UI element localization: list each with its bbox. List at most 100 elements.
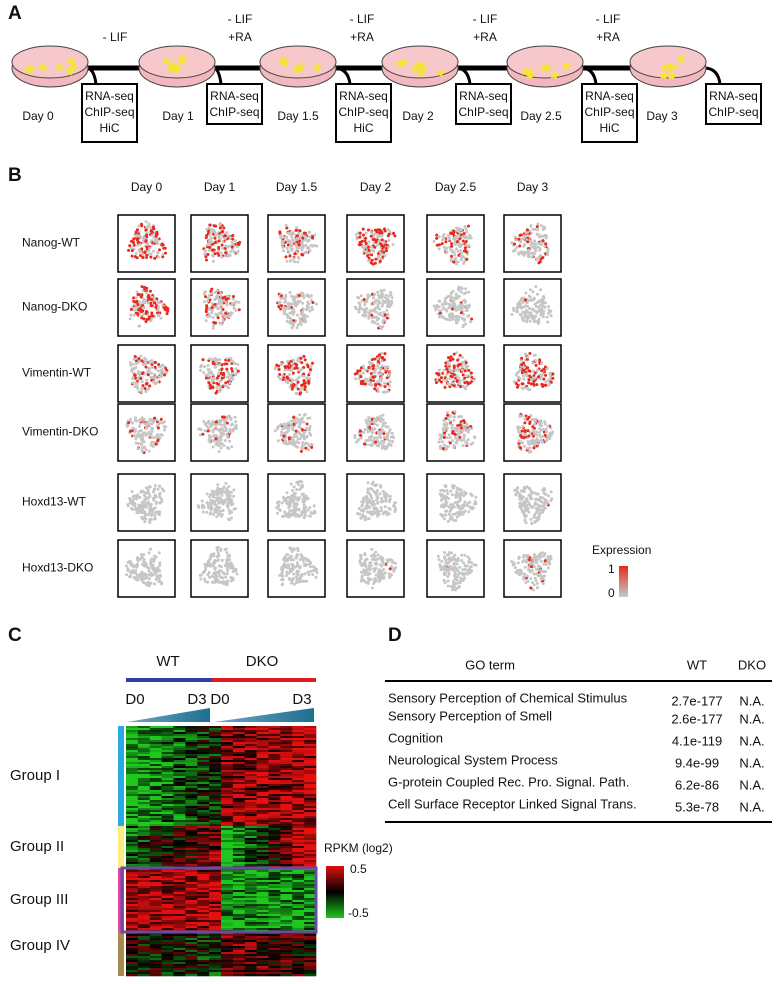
cell-colony [398, 58, 409, 68]
tsne-cell [369, 494, 373, 498]
tsne-cell [152, 569, 156, 573]
tsne-cell [389, 435, 393, 439]
tsne-cell [144, 561, 148, 565]
tsne-cell [373, 292, 377, 296]
treatment-label: - LIF [596, 12, 621, 26]
tsne-cell [234, 420, 238, 424]
tsne-cell [159, 369, 163, 373]
tsne-cell [312, 504, 316, 508]
tsne-cell [302, 372, 306, 376]
tsne-cell [208, 558, 212, 562]
tsne-cell [131, 426, 135, 430]
tsne-cell [299, 356, 303, 360]
tsne-cell [358, 302, 362, 306]
tsne-cell [459, 258, 463, 262]
tsne-cell [210, 377, 214, 381]
tsne-cell [372, 569, 376, 573]
tsne-cell [296, 323, 300, 327]
tsne-cell [228, 356, 232, 360]
tsne-cell [222, 429, 226, 433]
tsne-cell [306, 508, 310, 512]
tsne-cell [383, 421, 387, 425]
tsne-cell [207, 571, 211, 575]
tsne-cell [369, 554, 373, 558]
tsne-cell [294, 429, 298, 433]
tsne-cell [138, 324, 142, 328]
tsne-cell [380, 384, 384, 388]
tsne-cell [310, 308, 314, 312]
tsne-cell [544, 367, 548, 371]
tsne-cell [464, 361, 468, 365]
tsne-cell [216, 251, 220, 255]
tsne-cell [151, 436, 155, 440]
tsne-cell [224, 251, 228, 255]
tsne-cell [285, 442, 289, 446]
tsne-cell [230, 516, 234, 520]
tsne-cell [150, 422, 154, 426]
tsne-cell [140, 380, 144, 384]
tsne-cell [534, 305, 538, 309]
tsne-cell [460, 421, 464, 425]
tsne-cell [526, 429, 530, 433]
tsne-cell [543, 301, 547, 305]
tsne-cell [372, 582, 376, 586]
tsne-cell [462, 426, 466, 430]
tsne-cell [449, 259, 453, 263]
tsne-cell [308, 377, 312, 381]
tsne-cell [227, 499, 231, 503]
tsne-cell [136, 507, 140, 511]
tsne-cell [447, 512, 451, 516]
tsne-cell [142, 317, 146, 321]
tsne-cell [224, 384, 228, 388]
tsne-cell [134, 441, 138, 445]
tsne-cell [523, 430, 527, 434]
row-label: Vimentin-WT [22, 366, 92, 380]
tsne-cell [132, 576, 136, 580]
treatment-label: +RA [596, 30, 620, 44]
tsne-cell [218, 236, 222, 240]
tsne-cell [364, 515, 368, 519]
tsne-cell [151, 225, 155, 229]
tsne-cell [300, 555, 304, 559]
tsne-plot [346, 214, 405, 273]
tsne-cell [455, 441, 459, 445]
tsne-cell [444, 499, 448, 503]
tsne-cell [464, 250, 468, 254]
tsne-cell [297, 243, 301, 247]
tsne-cell [138, 300, 142, 304]
tsne-cell [298, 319, 302, 323]
tsne-cell [366, 228, 370, 232]
tsne-cell [371, 480, 375, 484]
tsne-cell [367, 416, 371, 420]
tsne-cell [460, 364, 464, 368]
tsne-cell [456, 575, 460, 579]
tsne-cell [519, 507, 523, 511]
tsne-cell [458, 303, 462, 307]
assay-label: RNA-seq [85, 89, 134, 103]
tsne-cell [385, 510, 389, 514]
tsne-cell [372, 302, 376, 306]
tsne-cell [436, 554, 440, 558]
tsne-cell [149, 371, 153, 375]
tsne-cell [213, 290, 217, 294]
tsne-cell [207, 248, 211, 252]
tsne-cell [215, 304, 219, 308]
tsne-cell [300, 312, 304, 316]
tsne-cell [220, 427, 224, 431]
tsne-cell [534, 363, 538, 367]
tsne-plot [267, 344, 326, 403]
tsne-cell [525, 300, 529, 304]
tsne-cell [369, 381, 373, 385]
tsne-plot [190, 473, 249, 532]
tsne-cell [222, 415, 226, 419]
tsne-cell [466, 438, 470, 442]
tsne-cell [527, 502, 531, 506]
tsne-cell [284, 255, 288, 259]
tsne-cell [134, 577, 138, 581]
tsne-cell [156, 255, 160, 259]
tsne-cell [522, 377, 526, 381]
cell-colony [23, 65, 34, 75]
tsne-cell [303, 251, 307, 255]
tsne-cell [537, 517, 541, 521]
tsne-cell [388, 305, 392, 309]
